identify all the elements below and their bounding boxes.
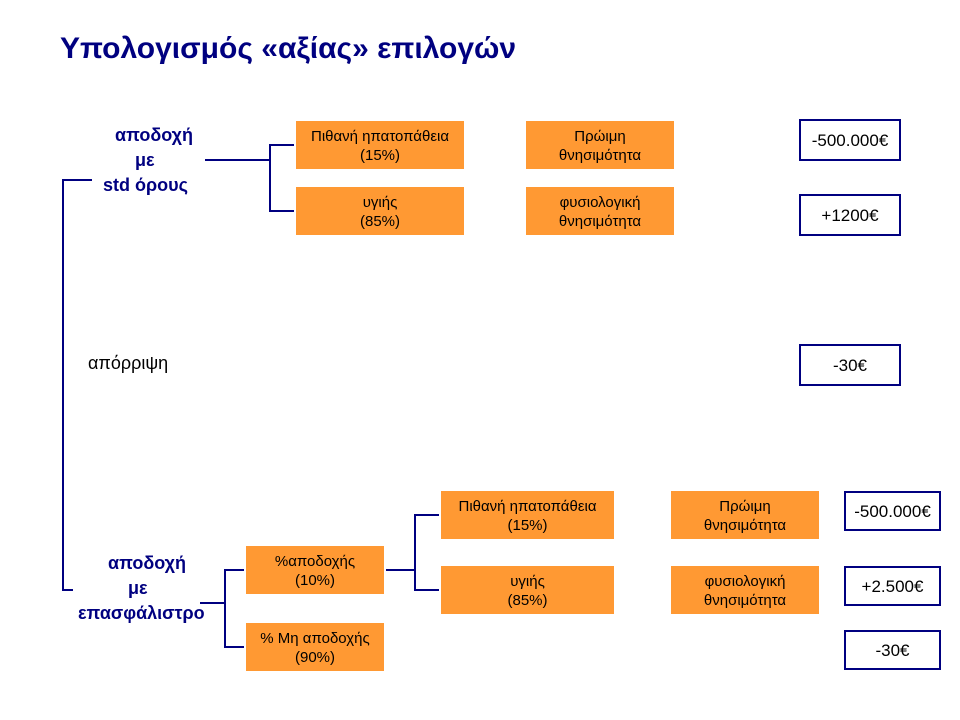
o2-line2: (85%): [360, 213, 400, 230]
o2: υγιής (85%): [295, 186, 465, 236]
o9-line2: θνησιμότητα: [704, 517, 787, 534]
v5-text: +2.500€: [862, 577, 924, 596]
connector-2: [205, 145, 295, 160]
o10-line1: φυσιολογική: [705, 573, 786, 590]
o5: %αποδοχής (10%): [245, 545, 385, 595]
o3: Πρώιμη θνησιμότητα: [525, 120, 675, 170]
L5: αποδοχή: [108, 553, 186, 573]
connector-7: [385, 570, 440, 590]
v4-text: -500.000€: [854, 502, 931, 521]
o5-line1: %αποδοχής: [275, 553, 355, 570]
v4: -500.000€: [845, 492, 940, 530]
o1: Πιθανή ηπατοπάθεια (15%): [295, 120, 465, 170]
o1-line1: Πιθανή ηπατοπάθεια: [311, 128, 449, 145]
o7-line2: (15%): [507, 517, 547, 534]
o8-line2: (85%): [507, 592, 547, 609]
v2-text: +1200€: [821, 206, 879, 225]
v6: -30€: [845, 631, 940, 669]
L2: με: [135, 150, 155, 170]
v1-text: -500.000€: [812, 131, 889, 150]
o4: φυσιολογική θνησιμότητα: [525, 186, 675, 236]
L1: αποδοχή: [115, 125, 193, 145]
o7: Πιθανή ηπατοπάθεια (15%): [440, 490, 615, 540]
page-title: Υπολογισμός «αξίας» επιλογών: [60, 32, 516, 65]
v2: +1200€: [800, 195, 900, 235]
v6-text: -30€: [875, 641, 910, 660]
o8: υγιής (85%): [440, 565, 615, 615]
o3-line2: θνησιμότητα: [559, 147, 642, 164]
L4: απόρριψη: [88, 353, 168, 373]
o1-line2: (15%): [360, 147, 400, 164]
o9: Πρώιμη θνησιμότητα: [670, 490, 820, 540]
connector-4: [200, 570, 245, 603]
v5: +2.500€: [845, 567, 940, 605]
o6: % Μη αποδοχής (90%): [245, 622, 385, 672]
o2-line1: υγιής: [363, 194, 398, 211]
diagram-canvas: Υπολογισμός «αξίας» επιλογών Πιθανή ηπατο…: [0, 0, 960, 720]
o10-line2: θνησιμότητα: [704, 592, 787, 609]
connector-0: [63, 180, 92, 370]
v1: -500.000€: [800, 120, 900, 160]
o9-line1: Πρώιμη: [719, 498, 770, 515]
connector-6: [385, 515, 440, 570]
v3: -30€: [800, 345, 900, 385]
o6-line2: (90%): [295, 649, 335, 666]
L3: std όρους: [103, 175, 188, 195]
o8-line1: υγιής: [510, 573, 545, 590]
L7: επασφάλιστρο: [78, 603, 205, 623]
L6: με: [128, 578, 148, 598]
connector-3: [205, 160, 295, 211]
o10: φυσιολογική θνησιμότητα: [670, 565, 820, 615]
o4-line2: θνησιμότητα: [559, 213, 642, 230]
o3-line1: Πρώιμη: [574, 128, 625, 145]
o6-line1: % Μη αποδοχής: [260, 630, 369, 647]
connector-1: [63, 370, 73, 590]
o5-line2: (10%): [295, 572, 335, 589]
connector-5: [200, 603, 245, 647]
v3-text: -30€: [833, 356, 868, 375]
o4-line1: φυσιολογική: [560, 194, 641, 211]
o7-line1: Πιθανή ηπατοπάθεια: [458, 498, 596, 515]
